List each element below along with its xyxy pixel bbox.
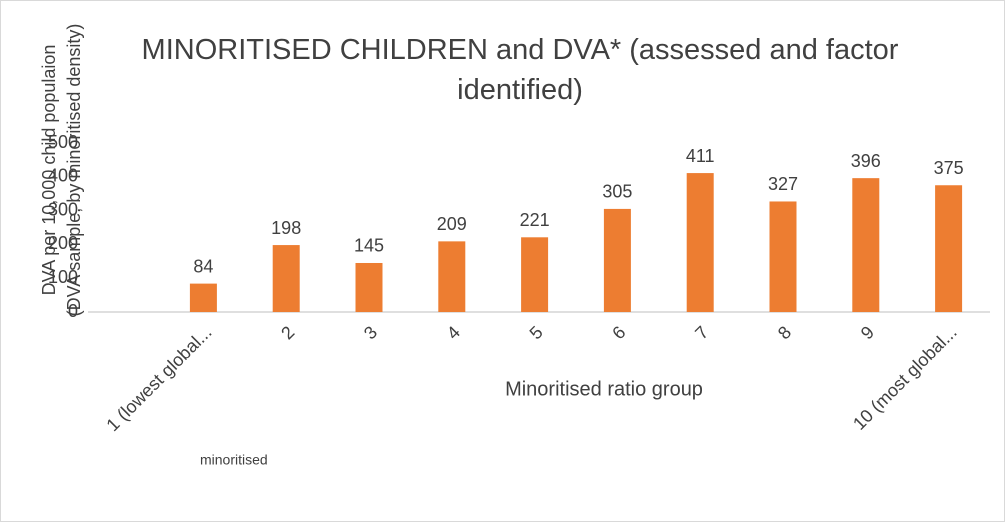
bar — [355, 262, 383, 312]
y-tick-label: 200 — [48, 233, 78, 253]
y-axis-label: (DVA sample, by minoritised density) — [64, 24, 84, 317]
bar — [189, 283, 217, 312]
bar — [438, 241, 466, 312]
y-tick-label: 500 — [48, 132, 78, 152]
x-axis-label: Minoritised ratio group — [505, 378, 703, 400]
data-label: 305 — [602, 182, 632, 202]
bar — [686, 173, 714, 312]
x-tick-label: 8 — [774, 322, 795, 343]
y-tick-label: 400 — [48, 166, 78, 186]
bar — [769, 201, 797, 312]
chart-title: MINORITISED CHILDREN and DVA* (assessed … — [141, 34, 899, 106]
data-label: 221 — [520, 210, 550, 230]
annotation: minoritised — [200, 452, 268, 468]
x-tick-label: 2 — [277, 322, 298, 343]
x-tick-label: 4 — [443, 322, 464, 343]
data-label: 209 — [437, 214, 467, 234]
data-label: 375 — [934, 158, 964, 178]
y-tick-label: 0 — [68, 301, 78, 321]
bar — [272, 245, 300, 312]
data-label: 327 — [768, 174, 798, 194]
y-tick-label: 300 — [48, 199, 78, 219]
x-tick-label: 6 — [608, 322, 629, 343]
data-label: 396 — [851, 151, 881, 171]
x-tick-label: 5 — [526, 322, 547, 343]
y-axis-label: DVA per 10,000 child populaion — [39, 45, 59, 296]
x-tick-label: 3 — [360, 322, 381, 343]
y-tick-label: 100 — [48, 267, 78, 287]
bar — [852, 178, 880, 312]
bar — [603, 208, 631, 312]
x-tick-label: 7 — [691, 322, 712, 343]
data-label: 198 — [271, 218, 301, 238]
bar — [521, 237, 549, 312]
bar — [935, 185, 963, 312]
data-label: 84 — [193, 256, 213, 276]
x-tick-label: 9 — [857, 322, 878, 343]
x-tick-label: 1 (lowest global... — [102, 322, 215, 435]
data-label: 145 — [354, 236, 384, 256]
data-label: 411 — [686, 146, 715, 166]
